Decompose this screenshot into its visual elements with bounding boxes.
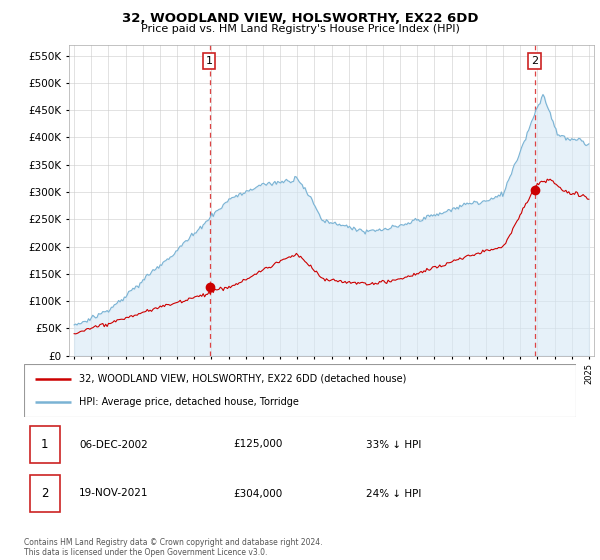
FancyBboxPatch shape <box>24 364 576 417</box>
Text: £125,000: £125,000 <box>234 440 283 450</box>
Text: Price paid vs. HM Land Registry's House Price Index (HPI): Price paid vs. HM Land Registry's House … <box>140 24 460 34</box>
FancyBboxPatch shape <box>29 475 60 512</box>
Text: 2: 2 <box>41 487 49 500</box>
Text: 2: 2 <box>531 56 538 66</box>
Text: 32, WOODLAND VIEW, HOLSWORTHY, EX22 6DD: 32, WOODLAND VIEW, HOLSWORTHY, EX22 6DD <box>122 12 478 25</box>
Text: £304,000: £304,000 <box>234 488 283 498</box>
Text: 33% ↓ HPI: 33% ↓ HPI <box>366 440 422 450</box>
Text: Contains HM Land Registry data © Crown copyright and database right 2024.
This d: Contains HM Land Registry data © Crown c… <box>24 538 323 557</box>
Text: HPI: Average price, detached house, Torridge: HPI: Average price, detached house, Torr… <box>79 397 299 407</box>
Text: 06-DEC-2002: 06-DEC-2002 <box>79 440 148 450</box>
Text: 1: 1 <box>206 56 212 66</box>
Text: 24% ↓ HPI: 24% ↓ HPI <box>366 488 422 498</box>
FancyBboxPatch shape <box>29 426 60 463</box>
Text: 19-NOV-2021: 19-NOV-2021 <box>79 488 149 498</box>
Text: 32, WOODLAND VIEW, HOLSWORTHY, EX22 6DD (detached house): 32, WOODLAND VIEW, HOLSWORTHY, EX22 6DD … <box>79 374 407 384</box>
Text: 1: 1 <box>41 438 49 451</box>
